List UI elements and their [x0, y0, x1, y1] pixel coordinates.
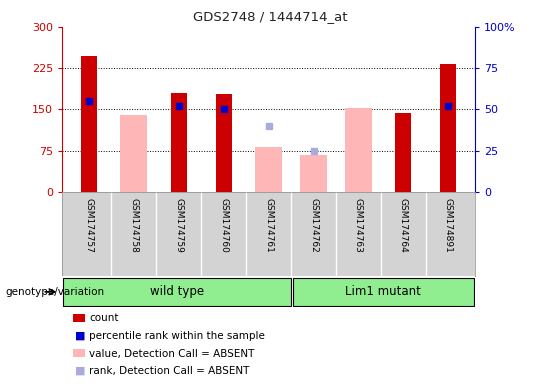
Bar [345, 108, 372, 192]
Text: GSM174891: GSM174891 [444, 198, 453, 253]
Text: GSM174761: GSM174761 [264, 198, 273, 253]
Text: GDS2748 / 1444714_at: GDS2748 / 1444714_at [193, 10, 347, 23]
Text: value, Detection Call = ABSENT: value, Detection Call = ABSENT [89, 349, 254, 359]
Bar [216, 94, 232, 192]
Text: ■: ■ [75, 366, 85, 376]
Text: Lim1 mutant: Lim1 mutant [346, 285, 421, 298]
Text: wild type: wild type [150, 285, 204, 298]
Bar [63, 278, 291, 306]
Text: GSM174758: GSM174758 [130, 198, 138, 253]
Bar [395, 113, 411, 192]
Text: ■: ■ [75, 331, 85, 341]
Bar [81, 56, 97, 192]
Text: GSM174762: GSM174762 [309, 198, 318, 253]
Bar [293, 278, 474, 306]
Text: GSM174763: GSM174763 [354, 198, 363, 253]
Text: count: count [89, 313, 119, 323]
Text: GSM174757: GSM174757 [85, 198, 93, 253]
Bar [255, 147, 282, 192]
Text: GSM174760: GSM174760 [219, 198, 228, 253]
Text: GSM174764: GSM174764 [399, 198, 408, 253]
Bar [171, 93, 187, 192]
Text: genotype/variation: genotype/variation [5, 287, 105, 297]
Text: percentile rank within the sample: percentile rank within the sample [89, 331, 265, 341]
Text: rank, Detection Call = ABSENT: rank, Detection Call = ABSENT [89, 366, 249, 376]
Bar [441, 64, 456, 192]
Text: GSM174759: GSM174759 [174, 198, 184, 253]
Bar [120, 115, 147, 192]
Bar [300, 155, 327, 192]
